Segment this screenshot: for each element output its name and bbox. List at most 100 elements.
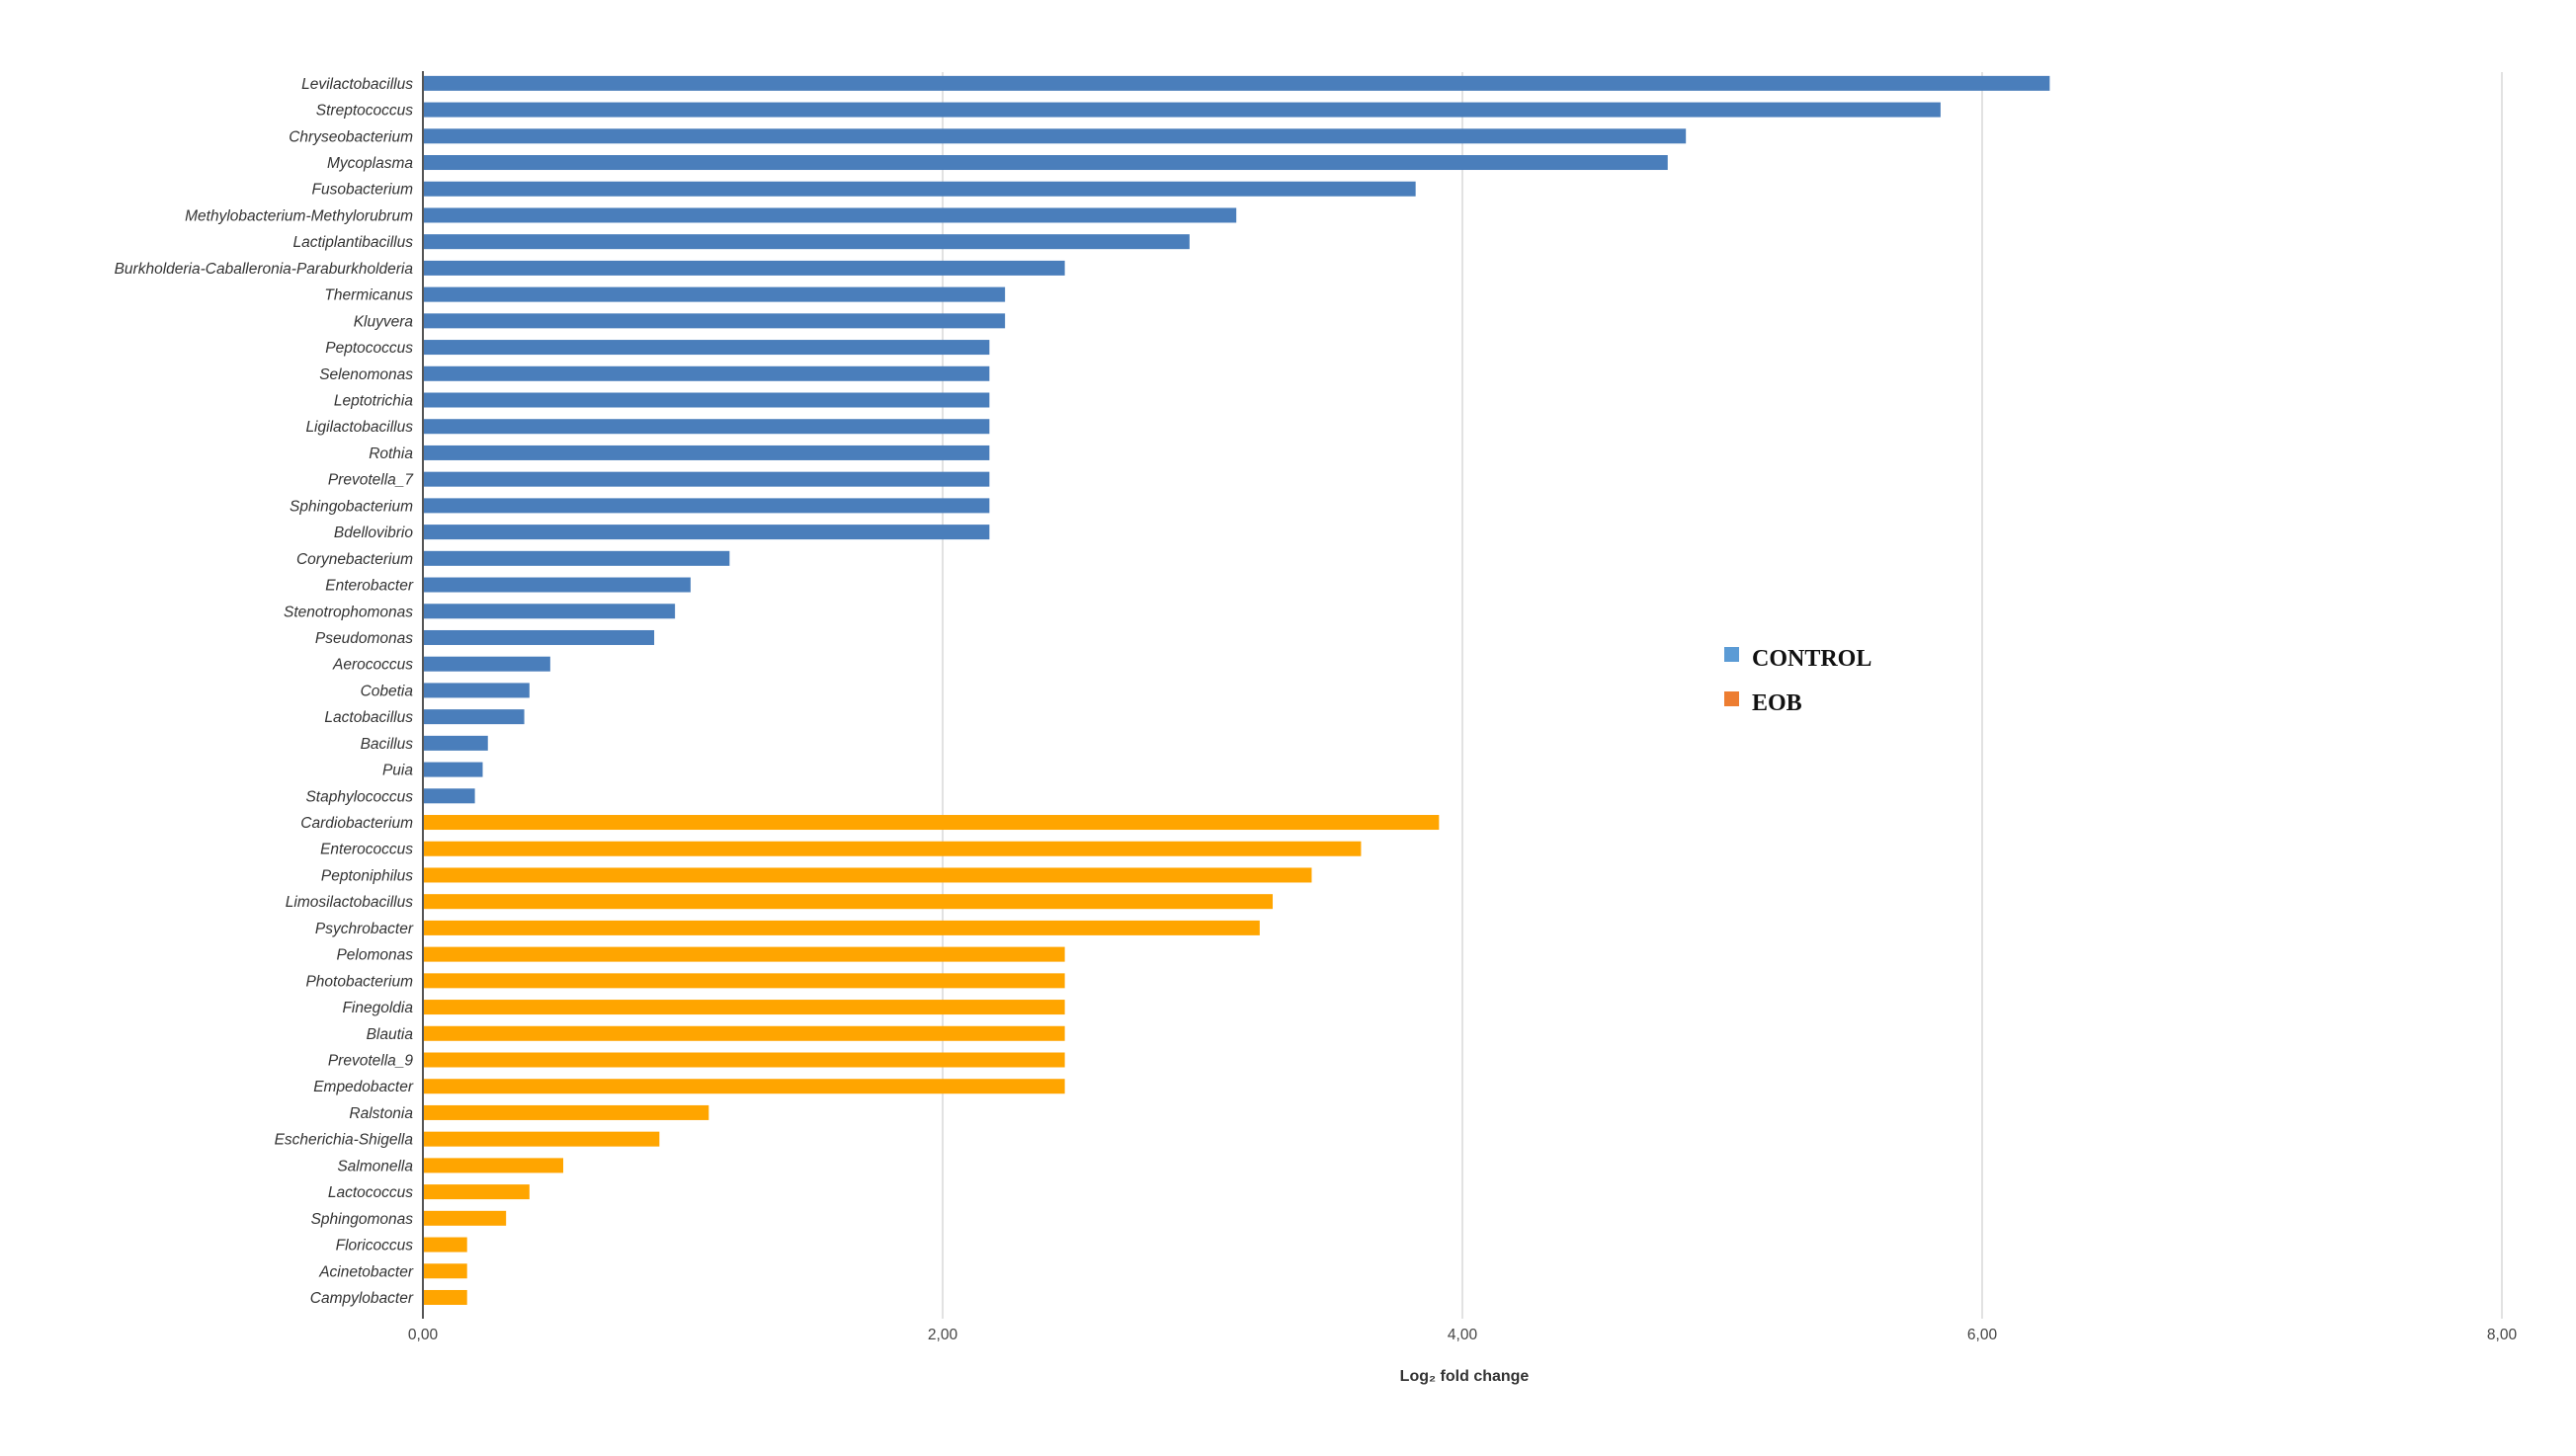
category-label: Lactiplantibacillus (293, 234, 414, 251)
bar-salmonella (423, 1158, 564, 1173)
bars (423, 75, 2050, 1305)
category-label: Rothia (369, 445, 413, 462)
bar-ralstonia (423, 1104, 709, 1120)
category-label: Peptococcus (325, 340, 413, 357)
bar-lactiplantibacillus (423, 234, 1190, 250)
category-label: Limosilactobacillus (286, 894, 413, 911)
x-tick-label: 8,00 (2487, 1327, 2518, 1343)
x-tick-label: 0,00 (408, 1327, 439, 1343)
bar-aerococcus (423, 656, 550, 672)
category-label: Burkholderia-Caballeronia-Paraburkholder… (115, 261, 414, 278)
gridlines (942, 72, 2503, 1319)
category-label: Sphingobacterium (290, 498, 413, 515)
bar-floricoccus (423, 1237, 467, 1253)
x-tick-label: 4,00 (1448, 1327, 1478, 1343)
x-tick-label: 6,00 (1967, 1327, 1998, 1343)
bar-enterobacter (423, 577, 691, 593)
bar-lactobacillus (423, 709, 525, 725)
bar-streptococcus (423, 102, 1941, 118)
category-label: Mycoplasma (327, 155, 413, 172)
category-label: Puia (382, 763, 413, 779)
bar-psychrobacter (423, 920, 1260, 935)
bar-ligilactobacillus (423, 419, 990, 435)
bar-stenotrophomonas (423, 604, 676, 619)
bar-chryseobacterium (423, 128, 1687, 144)
bar-methylobacterium-methylorubrum (423, 207, 1237, 223)
bar-bacillus (423, 735, 488, 751)
bar-cardiobacterium (423, 815, 1440, 831)
bar-prevotella-7 (423, 471, 990, 487)
category-label: Selenomonas (319, 366, 413, 383)
category-label: Lactobacillus (324, 709, 413, 726)
category-label: Levilactobacillus (301, 76, 413, 93)
category-label: Salmonella (337, 1158, 413, 1174)
x-tick-labels: 0,00 2,00 4,00 6,00 8,00 (408, 1327, 2518, 1343)
bar-staphylococcus (423, 788, 475, 804)
category-label: Pelomonas (336, 947, 413, 964)
category-label: Blautia (367, 1026, 414, 1043)
category-label: Bacillus (361, 736, 414, 753)
bar-escherichia-shigella (423, 1131, 660, 1147)
category-label: Thermicanus (324, 287, 413, 304)
bar-pelomonas (423, 946, 1065, 962)
bar-campylobacter (423, 1289, 467, 1305)
category-label: Cobetia (361, 683, 414, 699)
category-label: Aerococcus (332, 657, 413, 674)
bar-selenomonas (423, 365, 990, 381)
category-label: Cardiobacterium (300, 815, 413, 832)
bar-levilactobacillus (423, 75, 2050, 91)
bar-empedobacter (423, 1079, 1065, 1094)
category-label: Peptoniphilus (321, 867, 413, 884)
category-label: Chryseobacterium (289, 128, 413, 145)
bar-pseudomonas (423, 629, 655, 645)
bar-kluyvera (423, 313, 1006, 329)
x-axis-title: Log₂ fold change (1400, 1368, 1530, 1385)
category-label: Finegoldia (342, 1000, 413, 1016)
legend-label-eob: EOB (1752, 690, 1802, 716)
category-label: Corynebacterium (296, 551, 413, 568)
category-label: Campylobacter (310, 1290, 414, 1307)
category-label: Psychrobacter (315, 921, 414, 937)
category-label: Kluyvera (354, 313, 414, 330)
bar-peptococcus (423, 340, 990, 356)
category-label: Photobacterium (305, 973, 413, 990)
category-labels: Levilactobacillus Streptococcus Chryseobac… (115, 76, 415, 1307)
bar-finegoldia (423, 1000, 1065, 1015)
category-label: Methylobacterium-Methylorubrum (185, 207, 413, 224)
bar-puia (423, 762, 483, 777)
bar-cobetia (423, 683, 530, 698)
category-label: Prevotella_7 (328, 472, 415, 489)
category-label: Streptococcus (316, 103, 413, 120)
x-tick-label: 2,00 (928, 1327, 958, 1343)
category-label: Bdellovibrio (334, 525, 414, 541)
legend-swatch-eob (1724, 691, 1739, 706)
bar-fusobacterium (423, 181, 1416, 197)
category-label: Pseudomonas (315, 630, 413, 647)
legend-swatch-control (1724, 647, 1739, 662)
legend: CONTROL EOB (1724, 646, 1871, 716)
bar-mycoplasma (423, 155, 1668, 171)
category-label: Leptotrichia (334, 393, 414, 410)
bar-sphingomonas (423, 1210, 507, 1226)
category-label: Ralstonia (349, 1105, 413, 1122)
category-label: Prevotella_9 (328, 1053, 414, 1070)
bar-enterococcus (423, 841, 1362, 856)
category-label: Empedobacter (313, 1079, 414, 1095)
category-label: Floricoccus (336, 1238, 414, 1254)
bar-lactococcus (423, 1184, 530, 1200)
bar-peptoniphilus (423, 867, 1312, 883)
bar-limosilactobacillus (423, 894, 1274, 910)
bar-prevotella-9 (423, 1052, 1065, 1068)
category-label: Enterococcus (320, 842, 413, 858)
bar-acinetobacter (423, 1263, 467, 1279)
category-label: Staphylococcus (305, 788, 413, 805)
category-label: Ligilactobacillus (305, 419, 413, 436)
category-label: Enterobacter (325, 578, 414, 595)
bar-rothia (423, 445, 990, 460)
bar-photobacterium (423, 973, 1065, 989)
bar-burkholderia-caballeronia-paraburkholderia (423, 260, 1065, 276)
category-label: Stenotrophomonas (284, 604, 413, 620)
category-label: Lactococcus (328, 1184, 413, 1201)
bar-leptotrichia (423, 392, 990, 408)
